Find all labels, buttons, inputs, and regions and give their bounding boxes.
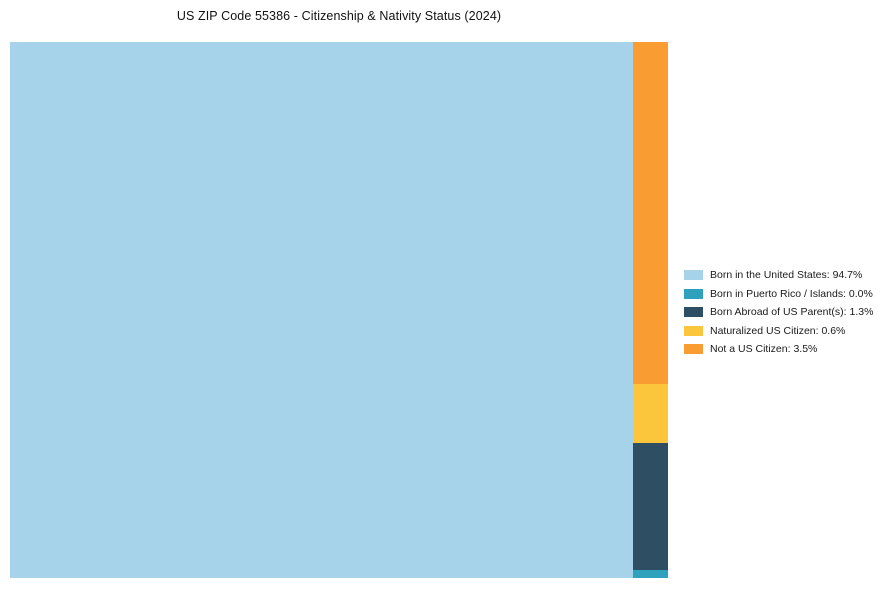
legend-item-naturalized-us-citizen: Naturalized US Citizen: 0.6% [684, 322, 873, 341]
legend-item-born-in-puerto-rico-islands: Born in Puerto Rico / Islands: 0.0% [684, 285, 873, 304]
chart-title: US ZIP Code 55386 - Citizenship & Nativi… [176, 9, 502, 23]
legend-item-not-a-us-citizen: Not a US Citizen: 3.5% [684, 340, 873, 359]
legend-swatch-born-in-puerto-rico-islands-icon [684, 288, 703, 299]
legend-swatch-born-in-the-united-states-icon [684, 270, 703, 281]
treemap-segment-naturalized-us-citizen [632, 384, 668, 443]
treemap-segment-not-a-us-citizen [632, 42, 668, 385]
legend-item-born-in-the-united-states: Born in the United States: 94.7% [684, 266, 873, 285]
treemap-segment-born-abroad-of-us-parent-s- [632, 443, 668, 571]
treemap-segment-born-in-puerto-rico-islands [632, 570, 668, 578]
treemap-plot-area [10, 42, 668, 578]
legend-label-naturalized-us-citizen: Naturalized US Citizen: 0.6% [710, 324, 846, 337]
legend-swatch-naturalized-us-citizen-icon [684, 325, 703, 336]
legend: Born in the United States: 94.7% Born in… [684, 266, 873, 359]
legend-label-not-a-us-citizen: Not a US Citizen: 3.5% [710, 343, 818, 356]
legend-swatch-not-a-us-citizen-icon [684, 344, 703, 355]
legend-label-born-abroad-of-us-parents: Born Abroad of US Parent(s): 1.3% [710, 306, 874, 319]
legend-item-born-abroad-of-us-parents: Born Abroad of US Parent(s): 1.3% [684, 303, 873, 322]
legend-label-born-in-puerto-rico-islands: Born in Puerto Rico / Islands: 0.0% [710, 287, 873, 300]
treemap-segment-born-in-the-united-states [10, 42, 633, 578]
legend-label-born-in-the-united-states: Born in the United States: 94.7% [710, 269, 863, 282]
legend-swatch-born-abroad-of-us-parents-icon [684, 307, 703, 318]
